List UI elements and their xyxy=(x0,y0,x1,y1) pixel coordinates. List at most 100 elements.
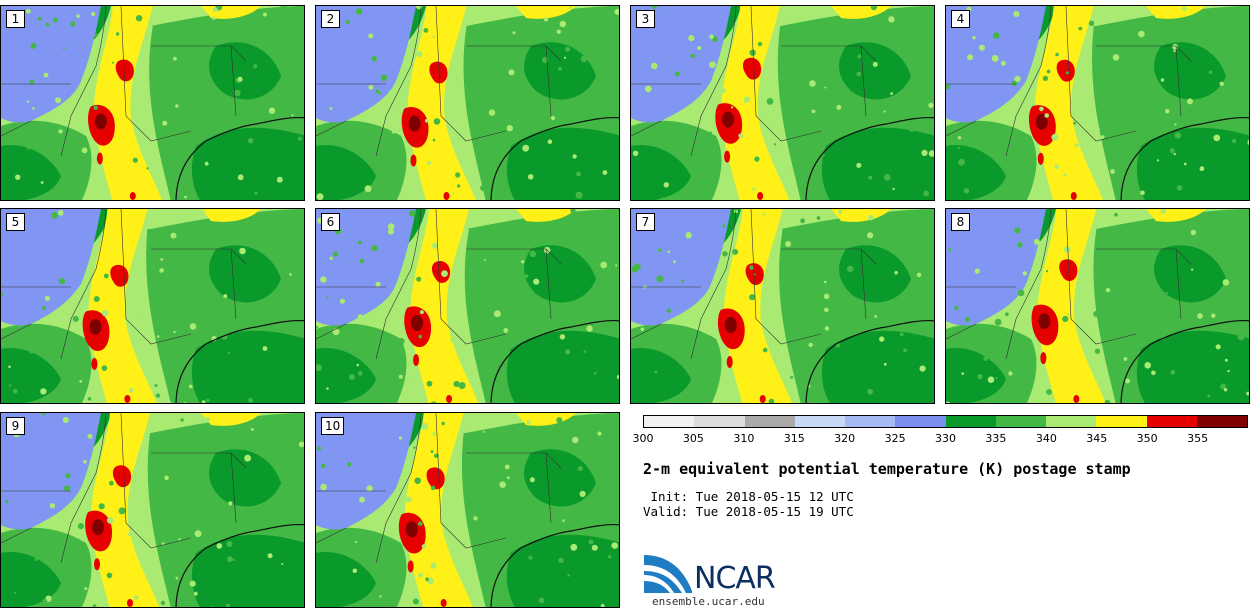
field-speckle xyxy=(1215,344,1221,350)
field-speckle xyxy=(1144,362,1151,369)
field-speckle xyxy=(38,16,43,21)
field-speckle xyxy=(1123,357,1128,361)
field-hot-core xyxy=(722,111,735,128)
state-boundary xyxy=(690,209,737,360)
field-speckle xyxy=(14,591,17,594)
field-speckle xyxy=(1094,126,1100,133)
state-boundary xyxy=(545,452,552,524)
member-map-graphic xyxy=(1,209,304,403)
field-yellow xyxy=(1146,6,1206,19)
field-speckle xyxy=(62,362,69,369)
field-speckle xyxy=(184,195,188,199)
field-dark-green-gulf xyxy=(506,330,619,403)
field-speckle xyxy=(54,184,62,192)
state-boundary xyxy=(230,452,237,524)
field-speckle xyxy=(316,325,319,329)
field-speckle xyxy=(316,193,324,200)
field-speckle xyxy=(1112,54,1120,61)
field-speckle xyxy=(25,8,31,14)
colorbar-segment xyxy=(694,416,745,427)
field-speckle xyxy=(357,314,363,320)
boundary-lines xyxy=(316,413,619,607)
field-speckle xyxy=(768,288,771,291)
field-speckle xyxy=(688,35,695,42)
ensemble-member-map: 7 xyxy=(630,208,935,404)
field-hot-spot xyxy=(429,61,448,84)
field-speckle xyxy=(1093,311,1100,317)
field-speckle xyxy=(77,523,84,530)
field-speckle xyxy=(888,16,895,23)
field-cool-region xyxy=(631,6,731,123)
field-hot-spot xyxy=(1040,352,1047,365)
field-speckle xyxy=(1231,138,1237,144)
field-speckle xyxy=(153,437,160,444)
boundary-lines xyxy=(946,6,1249,200)
field-speckle xyxy=(773,143,777,146)
field-speckle xyxy=(547,139,553,144)
field-speckle xyxy=(160,258,164,261)
field-speckle xyxy=(52,17,58,23)
field-speckle xyxy=(667,250,671,253)
field-speckle xyxy=(674,342,682,350)
boundary-lines xyxy=(1,6,304,200)
field-speckle xyxy=(1223,388,1228,392)
field-speckle xyxy=(488,109,496,116)
field-speckle xyxy=(663,182,669,188)
field-speckle xyxy=(106,517,114,524)
field-speckle xyxy=(607,80,613,86)
field-speckle xyxy=(743,99,748,103)
field-speckle xyxy=(156,289,159,291)
field-speckle xyxy=(562,519,565,522)
member-number-label: 1 xyxy=(6,10,25,28)
field-dark-green xyxy=(1,145,61,200)
field-speckle xyxy=(93,296,100,302)
field-speckle xyxy=(847,265,854,272)
field-speckle xyxy=(178,468,183,473)
field-speckle xyxy=(570,543,578,551)
field-speckle xyxy=(366,485,373,492)
field-speckle xyxy=(356,363,360,367)
field-speckle xyxy=(457,184,461,188)
field-speckle xyxy=(91,12,96,17)
field-speckle xyxy=(777,16,784,24)
field-speckle xyxy=(1173,49,1176,53)
field-speckle xyxy=(884,174,891,181)
field-speckle xyxy=(1173,152,1176,156)
field-speckle xyxy=(1232,241,1238,247)
field-speckle xyxy=(248,138,254,144)
field-speckle xyxy=(1191,268,1194,271)
field-speckle xyxy=(414,477,421,484)
field-hot-spot xyxy=(1070,192,1077,200)
field-cool-region xyxy=(631,209,731,326)
field-speckle xyxy=(1014,75,1021,83)
field-speckle xyxy=(358,240,362,245)
field-layers xyxy=(631,6,934,200)
field-speckle xyxy=(371,245,378,252)
colorbar-segment xyxy=(644,416,695,427)
field-speckle xyxy=(1181,6,1187,11)
field-speckle xyxy=(608,555,612,559)
field-yellow xyxy=(201,413,261,426)
field-speckle xyxy=(824,307,829,313)
field-speckle xyxy=(72,326,78,332)
field-speckle xyxy=(30,43,37,49)
field-speckle xyxy=(816,216,821,220)
field-speckle xyxy=(26,100,30,103)
field-speckle xyxy=(732,248,739,255)
colorbar-tick-label: 320 xyxy=(834,432,856,445)
field-speckle xyxy=(79,379,83,383)
field-speckle xyxy=(432,242,438,249)
field-speckle xyxy=(593,505,598,510)
field-speckle xyxy=(903,262,908,267)
field-speckle xyxy=(1222,279,1230,286)
field-speckle xyxy=(1044,113,1049,118)
field-speckle xyxy=(1176,185,1183,191)
field-speckle xyxy=(229,429,233,433)
boundary-lines xyxy=(946,209,1249,403)
field-speckle xyxy=(29,79,35,85)
field-speckle xyxy=(673,260,676,264)
field-speckle xyxy=(154,384,158,387)
field-layers xyxy=(631,209,934,403)
ensemble-member-map: 6 xyxy=(315,208,620,404)
field-speckle xyxy=(523,58,526,61)
